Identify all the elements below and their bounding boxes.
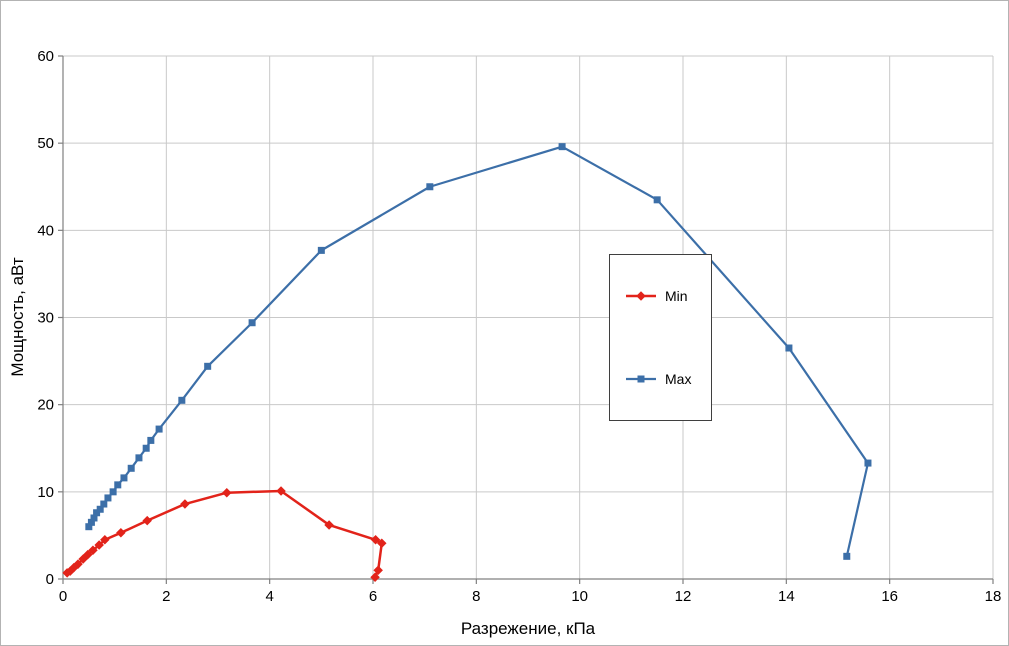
marker-max (637, 375, 645, 383)
x-tick-label: 0 (59, 588, 67, 605)
marker-max (85, 523, 93, 531)
marker-max (155, 425, 163, 433)
marker-max (87, 518, 95, 526)
marker-max (317, 246, 325, 254)
marker-min (88, 545, 98, 555)
series-line-min (66, 489, 384, 578)
marker-min (370, 535, 381, 545)
marker-max (127, 464, 135, 472)
x-tick-label: 14 (778, 588, 795, 605)
x-tick-label: 4 (265, 588, 273, 605)
marker-min (73, 559, 83, 569)
y-tick-label: 60 (37, 48, 54, 65)
marker-max (147, 436, 155, 444)
y-axis-title: Мощность, аВт (8, 257, 27, 377)
marker-max (426, 183, 434, 191)
y-tick-label: 20 (37, 397, 54, 414)
marker-min (180, 499, 190, 509)
marker-min (83, 549, 93, 560)
x-axis-title: Разрежение, кПа (460, 619, 596, 638)
marker-min (62, 568, 72, 578)
marker-min (276, 486, 286, 496)
marker-max (248, 319, 256, 327)
x-tick-label: 2 (162, 588, 170, 605)
y-tick-label: 50 (37, 135, 54, 152)
marker-max (653, 196, 661, 204)
legend-sample-max (626, 375, 656, 383)
y-tick-label: 40 (37, 222, 54, 239)
marker-max (120, 474, 128, 482)
marker-max (178, 396, 186, 404)
marker-max (204, 362, 212, 370)
x-tick-label: 12 (675, 588, 692, 605)
marker-max (135, 454, 143, 462)
marker-max (109, 488, 117, 496)
x-tick-label: 18 (985, 588, 1002, 605)
marker-min (636, 291, 646, 302)
marker-max (864, 459, 872, 467)
marker-max (104, 494, 112, 502)
marker-max (843, 552, 851, 560)
legend-sample-min (626, 291, 656, 302)
marker-min (65, 566, 75, 576)
y-tick-label: 0 (46, 571, 54, 588)
legend-item-min[interactable]: Min (624, 288, 711, 304)
x-tick-label: 10 (571, 588, 588, 605)
marker-min (116, 528, 126, 538)
marker-max (90, 514, 98, 522)
series-line-max (87, 145, 870, 557)
legend-label-min: Min (665, 288, 688, 305)
y-tick-label: 10 (37, 484, 54, 501)
x-tick-label: 6 (369, 588, 377, 605)
legend-item-max[interactable]: Max (624, 371, 711, 387)
marker-max (785, 344, 793, 352)
marker-min (324, 520, 334, 530)
marker-min (222, 487, 232, 498)
marker-max (114, 481, 122, 489)
marker-max (96, 505, 104, 513)
marker-min (377, 538, 387, 549)
marker-max (558, 143, 566, 151)
marker-min (94, 540, 104, 550)
legend-label-max: Max (665, 370, 692, 387)
marker-min (370, 572, 380, 583)
marker-max (93, 509, 101, 517)
marker-max (142, 444, 150, 452)
marker-min (142, 515, 152, 526)
legend[interactable]: Min Max (609, 254, 712, 421)
y-tick-label: 30 (37, 310, 54, 327)
marker-min (373, 565, 383, 576)
marker-max (100, 500, 108, 508)
x-tick-label: 16 (881, 588, 898, 605)
marker-min (100, 535, 110, 545)
x-tick-label: 8 (472, 588, 480, 605)
